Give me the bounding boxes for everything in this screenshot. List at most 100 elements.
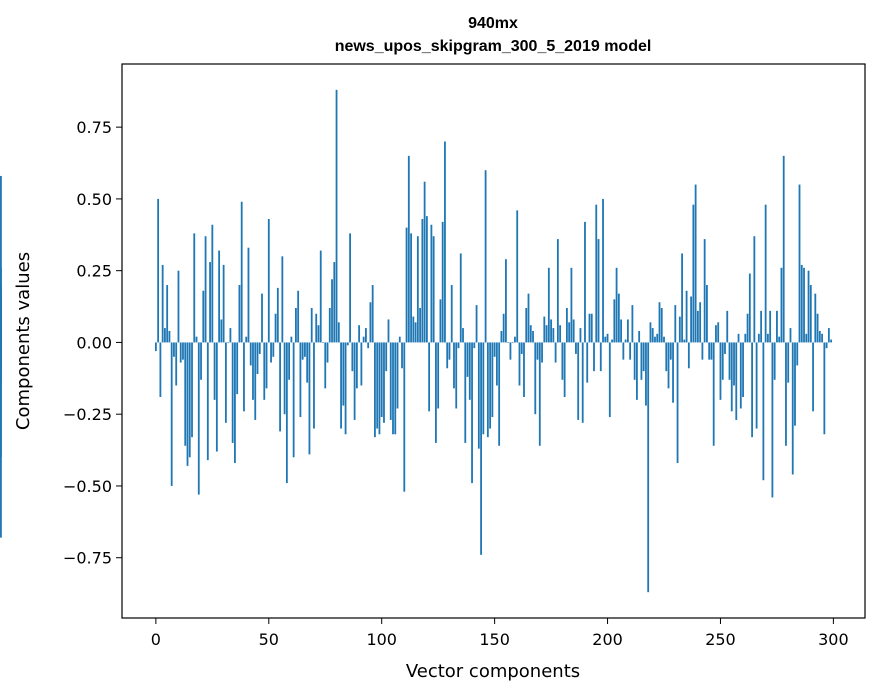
bar	[342, 342, 345, 406]
bar	[640, 342, 643, 380]
y-tick-label: 0.75	[76, 118, 112, 137]
bar	[471, 342, 473, 484]
bar	[814, 293, 817, 343]
bar	[457, 342, 460, 349]
x-tick-label: 100	[366, 630, 397, 649]
bar	[281, 256, 284, 343]
bar	[240, 201, 243, 343]
y-tick-label: 0.25	[76, 262, 112, 281]
bar	[534, 342, 537, 415]
bar	[243, 342, 245, 412]
bar	[292, 342, 295, 458]
bar	[448, 342, 451, 360]
bar	[0, 175, 2, 343]
bar	[252, 342, 254, 400]
bar	[672, 342, 674, 403]
bar	[195, 336, 198, 343]
bar	[197, 342, 200, 495]
bar	[213, 342, 216, 400]
bar	[482, 342, 485, 435]
bar	[656, 333, 659, 343]
bar	[606, 333, 609, 343]
bar	[509, 342, 512, 360]
bar	[658, 302, 661, 343]
bar	[642, 342, 645, 372]
bar	[392, 342, 394, 435]
bar	[154, 342, 157, 352]
bar	[319, 250, 322, 343]
bar	[730, 342, 733, 412]
bar	[816, 313, 819, 343]
bar	[279, 342, 281, 432]
bar	[556, 239, 559, 343]
bar	[249, 342, 252, 366]
bar	[484, 170, 487, 343]
bar	[299, 342, 302, 418]
bar	[532, 330, 534, 343]
bar	[611, 339, 613, 343]
bar	[0, 285, 2, 343]
bar	[807, 270, 810, 343]
bar	[267, 219, 270, 343]
bar	[565, 307, 568, 343]
bar	[159, 342, 162, 397]
bar	[699, 302, 702, 343]
bar	[0, 342, 2, 538]
bar	[432, 236, 435, 343]
bar	[559, 325, 562, 343]
bar	[263, 342, 266, 400]
y-tick-label: 0.50	[76, 190, 112, 209]
bar	[629, 342, 632, 360]
bar	[333, 262, 336, 343]
bar	[385, 342, 388, 372]
bar	[211, 224, 214, 343]
bar	[164, 328, 166, 343]
bar	[744, 333, 747, 343]
bar	[733, 342, 735, 386]
bar	[577, 342, 580, 420]
bar	[739, 342, 742, 409]
bar	[157, 198, 160, 343]
bar	[624, 339, 627, 343]
bar	[678, 316, 681, 343]
bar	[387, 319, 390, 343]
bar	[626, 319, 629, 343]
bar	[794, 342, 796, 426]
bar	[687, 342, 690, 369]
bar	[495, 342, 498, 386]
bar	[724, 342, 726, 354]
bar	[552, 328, 555, 343]
bar	[683, 339, 686, 343]
bar	[669, 342, 672, 360]
bar	[367, 342, 370, 349]
bar	[563, 342, 566, 397]
bar	[403, 342, 406, 492]
bar	[407, 155, 410, 343]
bar	[818, 330, 821, 343]
bar	[721, 342, 724, 380]
bar	[215, 342, 218, 452]
bar	[782, 155, 785, 343]
x-axis-label: Vector components	[406, 661, 580, 682]
bar	[204, 236, 207, 343]
bar	[701, 342, 704, 360]
x-tick-label: 250	[705, 630, 736, 649]
bar	[764, 204, 767, 343]
bar	[177, 270, 180, 343]
bar	[602, 198, 604, 343]
bar	[631, 305, 634, 343]
bar	[475, 305, 478, 343]
bar	[545, 325, 548, 343]
bar	[328, 307, 331, 343]
bar	[757, 333, 760, 343]
bar	[353, 342, 356, 420]
bar	[419, 307, 422, 343]
bar	[394, 342, 397, 435]
bar	[575, 342, 577, 354]
bar	[270, 342, 272, 363]
bar	[674, 305, 677, 343]
bar	[337, 322, 340, 343]
bar	[737, 333, 740, 343]
bar	[830, 339, 833, 343]
bar	[762, 342, 765, 481]
